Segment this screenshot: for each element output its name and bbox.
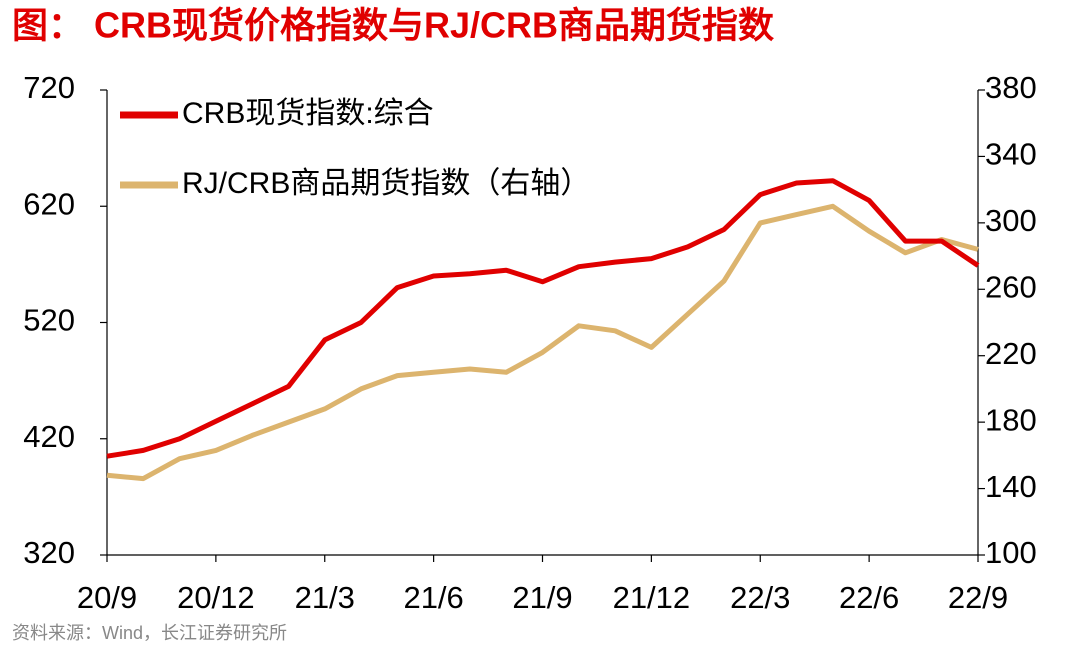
x-tick-label: 22/3 bbox=[730, 580, 790, 615]
y2-tick-label: 340 bbox=[985, 137, 1037, 172]
y2-tick-label: 380 bbox=[985, 70, 1037, 105]
x-tick-label: 22/9 bbox=[948, 580, 1008, 615]
x-tick-label: 20/9 bbox=[77, 580, 137, 615]
y-tick-label: 620 bbox=[23, 186, 75, 221]
x-tick-label: 21/12 bbox=[613, 580, 691, 615]
x-tick-label: 22/6 bbox=[839, 580, 899, 615]
source-note: 资料来源：Wind，长江证券研究所 bbox=[12, 623, 287, 643]
series-line bbox=[106, 178, 980, 459]
y2-tick-label: 300 bbox=[985, 203, 1037, 238]
legend-label: RJ/CRB商品期货指数（右轴） bbox=[182, 167, 590, 200]
y-tick-label: 520 bbox=[23, 303, 75, 338]
x-tick-label: 21/6 bbox=[403, 580, 463, 615]
x-tick-label: 21/9 bbox=[512, 580, 572, 615]
x-tick-label: 21/3 bbox=[295, 580, 355, 615]
legend-label: CRB现货指数:综合 bbox=[182, 97, 434, 130]
y2-tick-label: 180 bbox=[985, 402, 1037, 437]
y-tick-label: 320 bbox=[23, 535, 75, 570]
series-line bbox=[106, 203, 979, 482]
y2-tick-label: 220 bbox=[985, 336, 1037, 371]
y2-tick-label: 140 bbox=[985, 469, 1037, 504]
x-tick-label: 20/12 bbox=[177, 580, 255, 615]
y2-tick-label: 260 bbox=[985, 269, 1037, 304]
y-tick-label: 720 bbox=[23, 70, 75, 105]
chart-title: 图： CRB现货价格指数与RJ/CRB商品期货指数 bbox=[12, 5, 774, 46]
y2-tick-label: 100 bbox=[985, 535, 1037, 570]
y-tick-label: 420 bbox=[23, 419, 75, 454]
